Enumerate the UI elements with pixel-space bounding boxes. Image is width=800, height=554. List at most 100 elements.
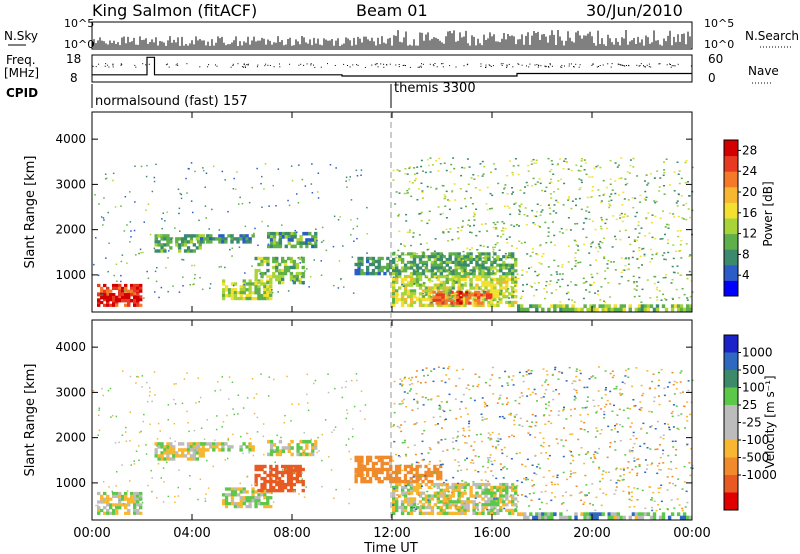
scatter-echo [630,422,633,424]
scatter-echo [216,415,218,417]
echo-cell [427,503,432,507]
time-tick-label: 00:00 [73,526,110,541]
scatter-echo [654,201,657,204]
echo-cell [263,256,267,261]
echo-cell [487,482,491,487]
echo-cell [547,307,551,312]
scatter-echo [428,281,431,283]
scatter-echo [628,449,631,451]
scatter-echo [169,437,171,440]
echo-cell [230,445,234,449]
scatter-echo [655,253,658,255]
echo-cell [175,454,179,458]
echo-cell [622,515,626,520]
scatter-echo [685,202,688,205]
scatter-echo [505,496,508,498]
echo-cell [628,515,632,520]
scatter-echo [485,268,488,271]
echo-cell [397,479,402,484]
scatter-echo [147,484,149,487]
echo-cell [357,259,361,264]
echo-cell [421,479,425,484]
echo-cell [436,473,440,478]
scatter-echo [187,422,189,424]
echo-cell [222,294,226,298]
scatter-echo [632,399,635,401]
echo-cell [400,511,405,515]
echo-cell [203,237,207,241]
scatter-echo [570,451,573,453]
scatter-echo [613,440,616,443]
scatter-echo [668,426,671,429]
scatter-echo [94,194,96,196]
echo-cell [427,289,432,293]
scatter-echo [619,394,622,396]
scatter-echo [552,475,555,478]
echo-cell [368,271,373,276]
scatter-echo [675,250,678,253]
scatter-echo [407,446,410,449]
echo-cell [301,274,305,279]
scatter-echo [663,161,665,163]
scatter-echo [403,377,406,380]
echo-cell [493,252,497,256]
scatter-echo [598,468,601,470]
nave-dot [611,63,613,65]
scatter-echo [512,488,515,490]
echo-cell [133,500,137,504]
echo-cell [227,448,231,452]
echo-cell [212,445,216,449]
echo-cell [275,256,279,261]
scatter-echo [645,432,648,434]
scatter-echo [506,242,509,244]
echo-cell [466,508,470,513]
echo-cell [115,491,119,496]
echo-cell [637,515,642,520]
scatter-echo [461,259,464,262]
echo-cell [454,505,458,510]
scatter-echo [355,169,358,172]
echo-cell [230,487,235,491]
scatter-echo [423,375,425,377]
echo-cell [181,454,185,458]
echo-cell [275,277,279,282]
echo-cell [392,511,396,515]
echo-cell [559,515,563,520]
echo-cell [360,473,364,478]
echo-cell [380,265,384,270]
scatter-echo [580,208,583,211]
scatter-echo [550,168,553,171]
echo-cell [363,271,367,276]
scatter-echo [613,493,616,495]
echo-cell [628,307,632,312]
scatter-echo [151,477,153,479]
scatter-echo [125,426,127,429]
echo-cell [436,470,440,475]
scatter-echo [415,461,418,464]
scatter-echo [645,217,647,220]
scatter-echo [593,167,596,170]
echo-cell [360,268,364,273]
echo-cell [424,476,428,481]
echo-cell [278,271,282,276]
scatter-echo [408,180,411,183]
echo-cell [460,266,464,270]
echo-cell [457,266,461,270]
echo-cell [248,279,252,283]
scatter-echo [536,254,539,256]
scatter-echo [403,391,406,393]
echo-cell [166,451,170,455]
scatter-echo [173,456,175,459]
echo-cell [583,515,587,520]
echo-cell [295,467,299,472]
scatter-echo [116,471,118,473]
scatter-echo [575,244,578,246]
echo-cell [682,512,687,517]
scatter-echo [218,229,221,231]
echo-cell [673,304,678,309]
scatter-echo [348,502,350,505]
scatter-echo [624,213,627,215]
echo-cell [526,515,530,520]
scatter-echo [237,394,240,396]
scatter-echo [221,376,223,378]
